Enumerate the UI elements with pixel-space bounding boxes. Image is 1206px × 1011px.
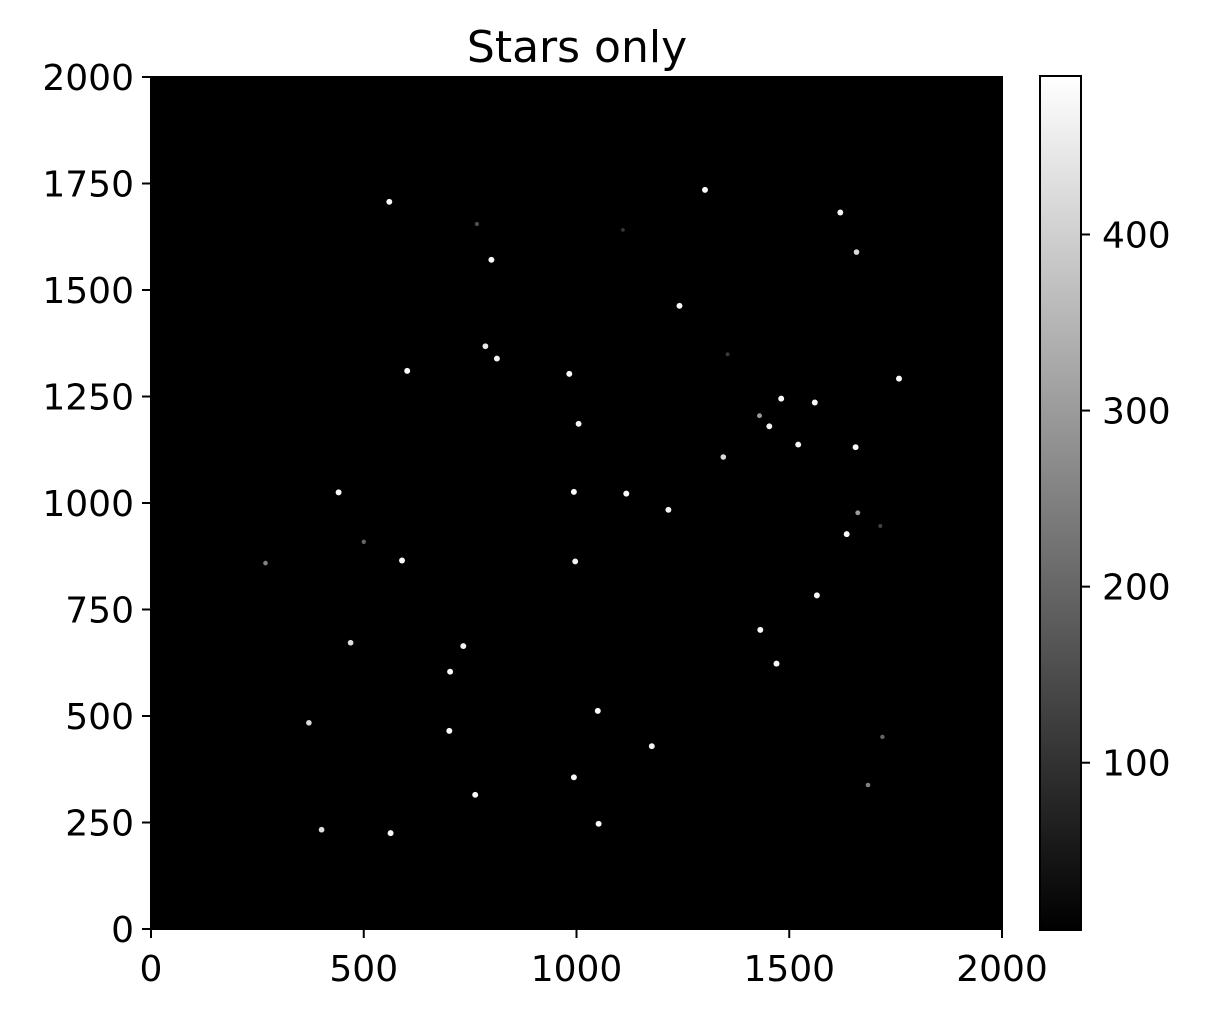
- star-point: [623, 490, 630, 497]
- y-axis: 0 250 500 750 1000 1250 1500 1750 2000: [42, 58, 151, 951]
- star-point: [865, 782, 871, 788]
- star-point: [648, 743, 655, 750]
- star-point: [387, 830, 394, 837]
- star-point: [570, 774, 577, 781]
- star-point: [766, 423, 773, 430]
- x-tick-label: 0: [140, 949, 163, 990]
- y-tick-label: 1500: [42, 271, 134, 312]
- star-point: [855, 510, 861, 516]
- star-point: [493, 355, 500, 362]
- star-point: [878, 524, 883, 528]
- star-point: [795, 441, 802, 448]
- y-tick-label: 1250: [42, 378, 134, 419]
- colorbar-tick-label: 200: [1102, 568, 1171, 609]
- star-point: [361, 539, 366, 544]
- x-tick-label: 500: [329, 949, 398, 990]
- star-point: [472, 791, 479, 798]
- star-point: [460, 643, 467, 650]
- star-point: [813, 592, 820, 599]
- star-point: [702, 186, 708, 193]
- star-point: [570, 488, 577, 495]
- star-point: [896, 375, 902, 382]
- y-tick-label: 2000: [42, 58, 134, 99]
- star-point: [773, 660, 780, 667]
- star-point: [837, 209, 844, 216]
- chart-title: Stars only: [467, 22, 687, 73]
- x-tick-label: 2000: [956, 949, 1048, 990]
- colorbar-tick-label: 300: [1102, 392, 1171, 433]
- star-point: [572, 558, 579, 565]
- star-point: [811, 399, 818, 406]
- star-point: [595, 820, 602, 827]
- star-point: [621, 228, 625, 232]
- star-point: [347, 639, 354, 646]
- y-tick-label: 1000: [42, 484, 134, 525]
- colorbar: [1039, 75, 1082, 931]
- image-area: [151, 77, 1002, 929]
- star-point: [566, 370, 573, 377]
- star-point: [404, 367, 411, 374]
- star-point: [306, 720, 312, 726]
- star-point: [575, 420, 582, 427]
- y-tick-label: 250: [65, 804, 134, 845]
- star-point: [757, 413, 762, 419]
- star-point: [335, 489, 342, 496]
- star-point: [725, 352, 730, 357]
- star-point: [474, 221, 479, 227]
- y-tick-label: 0: [111, 910, 134, 951]
- star-point: [665, 506, 672, 513]
- colorbar-tick-label: 100: [1102, 744, 1171, 785]
- colorbar-tick-label: 400: [1102, 215, 1171, 256]
- star-point: [778, 395, 785, 402]
- x-tick-label: 1500: [743, 949, 835, 990]
- star-point: [318, 826, 325, 833]
- star-point: [853, 249, 860, 255]
- stars-layer: [263, 186, 902, 837]
- colorbar-axis: 100 200 300 400: [1081, 215, 1171, 785]
- star-point: [843, 531, 850, 538]
- star-point: [720, 454, 727, 460]
- star-point: [852, 444, 859, 451]
- star-point: [482, 343, 489, 350]
- star-point: [446, 727, 453, 734]
- x-axis: 0 500 1000 1500 2000: [140, 929, 1048, 990]
- y-tick-label: 1750: [42, 165, 134, 206]
- star-point: [447, 668, 454, 675]
- star-point: [488, 256, 495, 263]
- y-tick-label: 750: [65, 591, 134, 632]
- y-tick-label: 500: [65, 697, 134, 738]
- star-point: [757, 626, 764, 633]
- x-tick-label: 1000: [531, 949, 623, 990]
- star-point: [386, 198, 393, 205]
- star-point: [880, 734, 885, 740]
- star-point: [594, 707, 601, 714]
- star-point: [399, 557, 405, 564]
- star-point: [676, 302, 683, 309]
- star-point: [263, 560, 268, 566]
